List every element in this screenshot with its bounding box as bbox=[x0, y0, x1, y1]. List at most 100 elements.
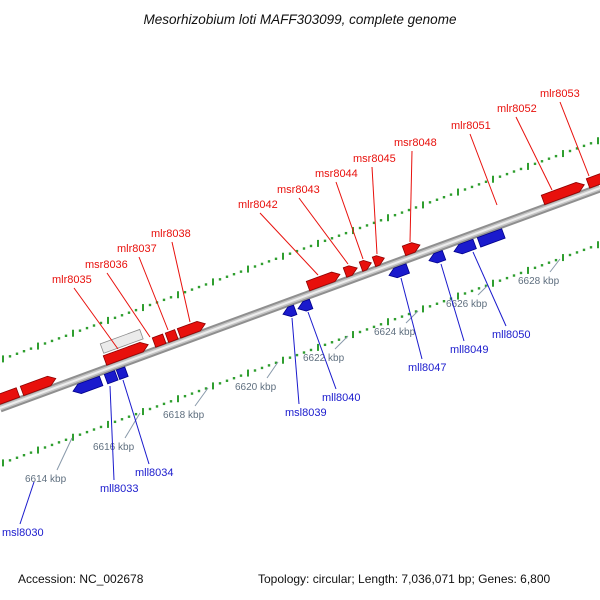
ruler-dot bbox=[15, 352, 19, 355]
ruler-dot bbox=[505, 172, 509, 176]
gene-label[interactable]: msr8036 bbox=[85, 259, 128, 271]
gene-label[interactable]: mll8040 bbox=[322, 392, 361, 404]
ruler-dot bbox=[113, 420, 117, 424]
ruler-dot bbox=[414, 310, 418, 313]
gene-glyph[interactable] bbox=[115, 366, 129, 380]
gene-glyph[interactable] bbox=[99, 328, 144, 354]
gene-glyph[interactable] bbox=[19, 374, 57, 397]
position-label: 6618 kbp bbox=[163, 410, 205, 421]
gene-glyph[interactable] bbox=[540, 180, 586, 206]
ruler-dot bbox=[372, 221, 376, 225]
ruler-dot bbox=[225, 379, 229, 382]
gene-label[interactable]: mlr8051 bbox=[451, 120, 491, 132]
gene-group bbox=[164, 329, 179, 343]
gene-label[interactable]: mlr8037 bbox=[117, 243, 157, 255]
gene-label[interactable]: msl8039 bbox=[285, 407, 327, 419]
ruler-dot bbox=[127, 415, 131, 418]
gene-glyph[interactable] bbox=[476, 228, 506, 248]
gene-glyph[interactable] bbox=[164, 329, 179, 343]
gene-label[interactable]: mll8034 bbox=[135, 467, 174, 479]
ruler-dot bbox=[288, 356, 292, 359]
gene-glyph[interactable] bbox=[71, 375, 104, 396]
ruler-dot bbox=[232, 273, 236, 276]
ruler-dot bbox=[267, 364, 271, 367]
ruler-dot bbox=[547, 157, 551, 160]
ruler-dot bbox=[85, 326, 89, 330]
gene-label[interactable]: msr8045 bbox=[353, 153, 396, 165]
position-label: 6628 kbp bbox=[518, 276, 560, 287]
label-leader-line bbox=[409, 150, 413, 243]
gene-group bbox=[102, 340, 150, 366]
ruler-dot bbox=[393, 317, 397, 321]
gene-label[interactable]: mll8049 bbox=[450, 344, 489, 356]
ruler-dot bbox=[78, 433, 82, 436]
ruler-dot bbox=[365, 224, 369, 227]
gene-glyph[interactable] bbox=[585, 168, 600, 189]
gene-label[interactable]: mll8047 bbox=[408, 362, 447, 374]
gene-label[interactable]: msr8048 bbox=[394, 137, 437, 149]
gene-glyph[interactable] bbox=[281, 304, 298, 319]
gene-glyph[interactable] bbox=[305, 270, 341, 292]
gene-glyph[interactable] bbox=[387, 263, 411, 280]
tick-leader-line bbox=[549, 258, 561, 273]
gene-group bbox=[585, 168, 600, 189]
gene-group bbox=[305, 270, 341, 292]
ruler-dot bbox=[162, 298, 166, 302]
gene-glyph[interactable] bbox=[371, 253, 386, 268]
ruler-dot bbox=[29, 451, 33, 454]
gene-glyph[interactable] bbox=[401, 240, 421, 257]
ruler-dot bbox=[435, 302, 439, 305]
label-leader-line bbox=[371, 166, 378, 255]
gene-group bbox=[371, 253, 386, 268]
position-label: 6614 kbp bbox=[25, 474, 67, 485]
ruler-dot bbox=[568, 149, 572, 153]
ruler-dot bbox=[288, 252, 292, 255]
position-label: 6626 kbp bbox=[446, 299, 488, 310]
ruler-dot bbox=[575, 147, 579, 150]
ruler-dot bbox=[484, 284, 488, 287]
ruler-dot bbox=[470, 289, 474, 293]
gene-label[interactable]: mlr8035 bbox=[52, 274, 92, 286]
gene-label[interactable]: mlr8042 bbox=[238, 199, 278, 211]
ruler-dot bbox=[43, 446, 47, 449]
ruler-dot bbox=[239, 270, 243, 273]
gene-glyph[interactable] bbox=[296, 298, 314, 313]
gene-glyph[interactable] bbox=[452, 238, 477, 256]
gene-group bbox=[452, 238, 477, 256]
position-label: 6622 kbp bbox=[303, 353, 345, 364]
ruler-dot bbox=[540, 264, 544, 267]
ruler-dot bbox=[8, 459, 12, 462]
gene-glyph[interactable] bbox=[151, 333, 167, 348]
tick-leader-line bbox=[405, 310, 419, 324]
gene-glyph[interactable] bbox=[102, 340, 150, 366]
ruler-dot bbox=[15, 456, 19, 459]
ruler-dot bbox=[204, 283, 208, 286]
gene-label[interactable]: msr8044 bbox=[315, 168, 358, 180]
ruler-dot bbox=[64, 334, 68, 337]
ruler-dot bbox=[190, 392, 194, 395]
gene-glyph[interactable] bbox=[176, 319, 207, 339]
ruler-dot bbox=[274, 361, 278, 364]
tick-leader-line bbox=[194, 387, 209, 407]
position-label: 6616 kbp bbox=[93, 442, 135, 453]
ruler-dot bbox=[330, 237, 334, 240]
gene-glyph[interactable] bbox=[358, 258, 373, 272]
gene-label[interactable]: msr8043 bbox=[277, 184, 320, 196]
gene-label[interactable]: msl8030 bbox=[2, 527, 44, 539]
gene-label[interactable]: mlr8053 bbox=[540, 88, 580, 100]
label-leader-line bbox=[472, 251, 507, 327]
gene-label[interactable]: mlr8038 bbox=[151, 228, 191, 240]
ruler-dot bbox=[309, 244, 313, 248]
gene-group bbox=[176, 319, 207, 339]
ruler-dot bbox=[449, 193, 453, 196]
gene-glyph[interactable] bbox=[342, 263, 359, 278]
ruler-dot bbox=[92, 428, 96, 431]
gene-glyph[interactable] bbox=[0, 387, 21, 410]
gene-label[interactable]: mlr8052 bbox=[497, 103, 537, 115]
gene-label[interactable]: mll8033 bbox=[100, 483, 139, 495]
gene-group bbox=[0, 387, 21, 410]
gene-glyph[interactable] bbox=[427, 249, 447, 265]
gene-label[interactable]: mll8050 bbox=[492, 329, 531, 341]
gene-glyph[interactable] bbox=[103, 370, 119, 385]
